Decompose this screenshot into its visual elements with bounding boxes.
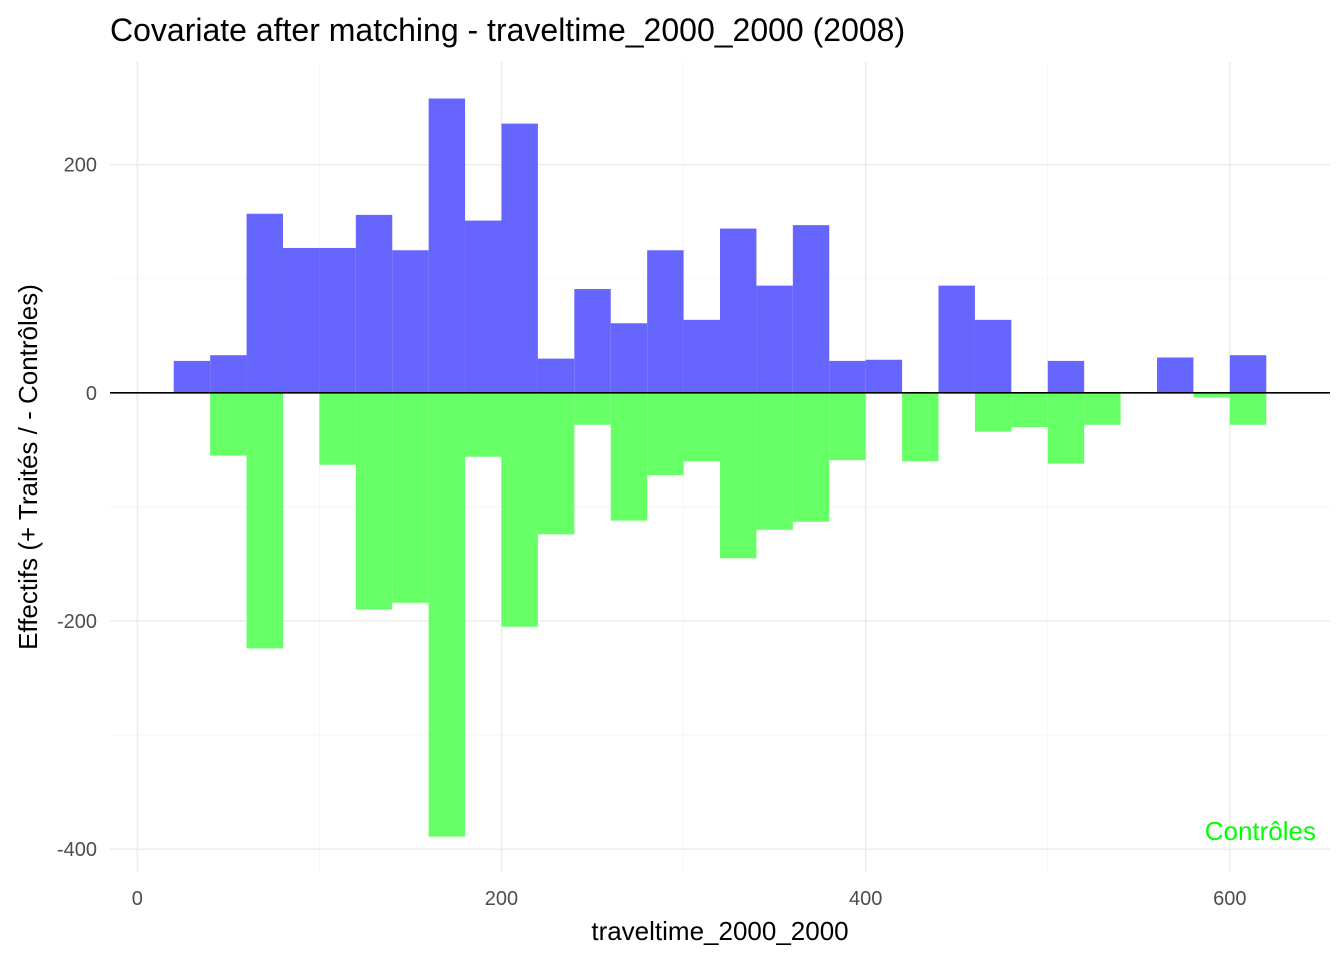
bar-control [829, 392, 866, 461]
bar-treated [683, 319, 720, 393]
bar-control [537, 392, 575, 535]
bar-control [501, 392, 538, 627]
bar-treated [974, 319, 1012, 393]
bar-control [1084, 392, 1121, 425]
bar-control [246, 392, 283, 649]
bar-treated [829, 360, 866, 393]
bar-treated [428, 98, 466, 393]
bar-control [974, 392, 1012, 432]
bar-control [683, 392, 720, 462]
bar-treated [282, 247, 320, 393]
bar-control [574, 392, 611, 425]
bar-control [428, 392, 466, 837]
chart-title: Covariate after matching - traveltime_20… [110, 12, 905, 48]
bar-treated [610, 323, 648, 393]
bar-treated [1047, 360, 1085, 393]
bar-control [465, 392, 502, 457]
bar-treated [865, 359, 903, 393]
bar-treated [319, 247, 356, 393]
bar-treated [355, 214, 393, 393]
bar-treated [173, 360, 211, 393]
bar-treated [465, 220, 502, 393]
bar-control [210, 392, 247, 456]
bar-control [792, 392, 830, 522]
x-tick-label: 600 [1213, 888, 1246, 910]
annotation-controles: Contrôles [1205, 816, 1316, 846]
y-tick-label: 200 [64, 155, 97, 177]
bar-treated [792, 225, 830, 393]
bars [173, 98, 1267, 837]
bar-control [647, 392, 684, 475]
bar-control [355, 392, 393, 610]
y-tick-label: 0 [86, 383, 97, 405]
x-tick-label: 200 [485, 888, 518, 910]
bar-treated [1157, 357, 1194, 393]
bar-control [392, 392, 429, 603]
tick-labels: 0 200 400 600 -400 -200 0 200 [57, 155, 1247, 910]
bar-control [1193, 392, 1230, 398]
bar-control [319, 392, 356, 465]
bar-treated [756, 285, 793, 393]
bar-treated [210, 355, 247, 393]
bar-treated [501, 123, 538, 393]
bar-control [756, 392, 793, 530]
bar-treated [647, 250, 684, 393]
bar-control [902, 392, 939, 462]
bar-treated [392, 250, 429, 393]
bar-treated [720, 228, 757, 393]
bar-treated [938, 285, 975, 393]
bar-treated [1229, 355, 1267, 393]
bar-control [610, 392, 648, 521]
bar-control [1229, 392, 1267, 425]
x-axis-title: traveltime_2000_2000 [591, 916, 848, 946]
bar-control [720, 392, 757, 559]
y-tick-label: -400 [57, 839, 97, 861]
bar-control [1011, 392, 1048, 428]
bar-treated [246, 213, 283, 393]
x-tick-label: 400 [849, 888, 882, 910]
bar-treated [537, 358, 575, 393]
y-axis-title: Effectifs (+ Traités / - Contrôles) [13, 284, 43, 650]
x-tick-label: 0 [132, 888, 143, 910]
bar-control [1047, 392, 1085, 464]
bar-treated [574, 289, 611, 393]
y-tick-label: -200 [57, 611, 97, 633]
